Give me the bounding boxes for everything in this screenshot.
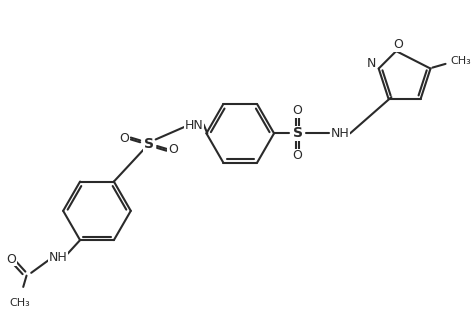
Text: NH: NH xyxy=(48,251,67,264)
Text: O: O xyxy=(168,143,178,156)
Text: HN: HN xyxy=(185,119,204,132)
Text: O: O xyxy=(119,132,129,145)
Text: O: O xyxy=(293,104,303,117)
Text: N: N xyxy=(367,58,376,70)
Text: O: O xyxy=(293,149,303,162)
Text: CH₃: CH₃ xyxy=(9,298,30,308)
Text: S: S xyxy=(293,126,303,140)
Text: O: O xyxy=(7,253,17,266)
Text: S: S xyxy=(143,137,153,151)
Text: O: O xyxy=(393,38,403,51)
Text: CH₃: CH₃ xyxy=(450,56,471,66)
Text: NH: NH xyxy=(331,127,349,140)
